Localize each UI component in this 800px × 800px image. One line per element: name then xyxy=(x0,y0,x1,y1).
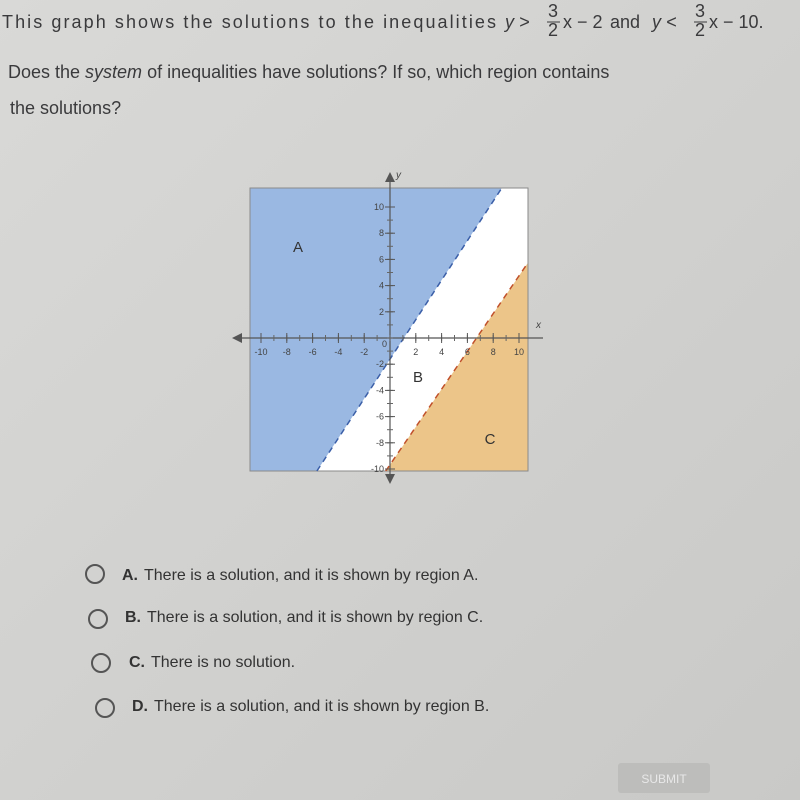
graph-border xyxy=(249,187,529,472)
fraction-denominator: 2 xyxy=(548,20,558,40)
option-text[interactable]: C. There is no solution. xyxy=(129,654,295,671)
option-b[interactable]: B. There is a solution, and it is shown b… xyxy=(88,609,483,629)
inequality-lhs: y < xyxy=(650,12,677,32)
radio-button[interactable] xyxy=(85,564,105,584)
inequality-lhs: y > xyxy=(503,12,530,32)
y-tick-label: 4 xyxy=(379,281,384,291)
option-letter: D. xyxy=(132,698,148,715)
option-text[interactable]: D. There is a solution, and it is shown b… xyxy=(132,698,489,715)
y-tick-label: 8 xyxy=(379,228,384,238)
text: Does the xyxy=(8,62,80,82)
option-letter: C. xyxy=(129,654,145,671)
question-line: Does the system of inequalities have solut… xyxy=(8,62,609,82)
y-tick-label: -10 xyxy=(371,464,384,474)
y-tick-label: -6 xyxy=(376,412,384,422)
axis-label: y xyxy=(395,170,402,181)
x-tick-label: -4 xyxy=(334,347,342,357)
boundary-line xyxy=(385,262,529,472)
region-label: A xyxy=(293,239,303,256)
region-label: B xyxy=(413,369,423,386)
inequality-rhs: x − 2 xyxy=(563,12,603,32)
region-a-shade xyxy=(250,188,502,471)
x-tick-label: 4 xyxy=(439,347,444,357)
radio-button[interactable] xyxy=(88,609,108,629)
y-tick-label: -4 xyxy=(376,385,384,395)
option-text[interactable]: A. There is a solution, and it is shown b… xyxy=(122,567,478,584)
option-letter: A. xyxy=(122,567,138,584)
axis-label: x xyxy=(535,320,542,331)
origin-label: 0 xyxy=(382,339,387,349)
fraction-numerator: 3 xyxy=(695,1,705,21)
graph: x y 0 -10 -8 -6 -4 -2 2 4 6 8 10 -10 -8 -6 -4 -2 2 4 6 8 10 A B C xyxy=(232,170,543,484)
x-tick-label: 10 xyxy=(514,347,524,357)
x-tick-label: 8 xyxy=(491,347,496,357)
option-letter: B. xyxy=(125,609,141,626)
axis-arrow xyxy=(385,474,395,484)
y-tick-label: 2 xyxy=(379,307,384,317)
submit-button[interactable]: SUBMIT xyxy=(618,763,710,793)
axis-arrow xyxy=(232,333,242,343)
x-tick-label: 6 xyxy=(465,347,470,357)
y-tick-label: -2 xyxy=(376,359,384,369)
fraction-numerator: 3 xyxy=(548,1,558,21)
option-label: There is a solution, and it is shown by … xyxy=(144,567,478,584)
option-c[interactable]: C. There is no solution. xyxy=(91,653,295,673)
radio-button[interactable] xyxy=(91,653,111,673)
x-tick-label: -8 xyxy=(283,347,291,357)
axis-arrow xyxy=(385,172,395,182)
option-label: There is a solution, and it is shown by … xyxy=(154,698,489,715)
boundary-line xyxy=(316,187,503,472)
option-a[interactable]: A. There is a solution, and it is shown b… xyxy=(85,564,478,584)
radio-button[interactable] xyxy=(95,698,115,718)
question-joiner: and xyxy=(610,12,640,32)
x-tick-label: -6 xyxy=(309,347,317,357)
button-label[interactable]: SUBMIT xyxy=(641,772,687,786)
x-tick-label: -2 xyxy=(360,347,368,357)
y-tick-label: 6 xyxy=(379,254,384,264)
button-background[interactable] xyxy=(618,763,710,793)
region-label: C xyxy=(485,431,496,448)
text: of inequalities have solutions? If so, w… xyxy=(147,62,609,82)
fraction-denominator: 2 xyxy=(695,20,705,40)
question-line: the solutions? xyxy=(10,98,121,118)
option-label: There is a solution, and it is shown by … xyxy=(147,609,483,626)
inequality-rhs: x − 10. xyxy=(709,12,764,32)
y-tick-label: 10 xyxy=(374,202,384,212)
option-text[interactable]: B. There is a solution, and it is shown b… xyxy=(125,609,483,626)
x-tick-label: -10 xyxy=(254,347,267,357)
option-d[interactable]: D. There is a solution, and it is shown b… xyxy=(95,698,489,718)
y-tick-label: -8 xyxy=(376,438,384,448)
x-tick-label: 2 xyxy=(413,347,418,357)
option-label: There is no solution. xyxy=(151,654,295,671)
emphasis: system xyxy=(85,62,142,82)
